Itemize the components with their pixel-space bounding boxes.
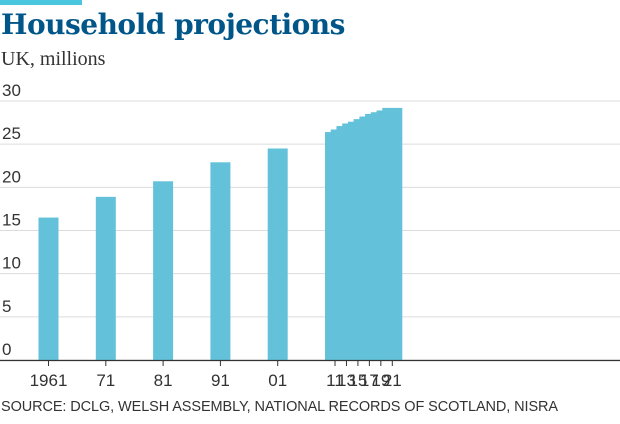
x-tick-label-71: 71 [96,371,115,390]
bar-layer [38,107,403,360]
x-tick-label-13: 13 [337,371,356,390]
y-tick-label-10: 10 [2,254,21,273]
x-tick-label-1961: 1961 [30,371,68,390]
x-tick-label-21: 21 [383,371,402,390]
x-tick-label-01: 01 [268,371,287,390]
y-tick-label-15: 15 [2,211,21,230]
y-tick-label-25: 25 [2,124,21,143]
bar-1991 [210,162,231,360]
bar-2021 [382,107,403,360]
y-tick-label-20: 20 [2,167,21,186]
x-tick-label-81: 81 [154,371,173,390]
title-accent-bar [0,0,82,5]
x-tick-label-19: 19 [371,371,390,390]
grid-layer [0,100,620,361]
y-tick-label-5: 5 [2,297,11,316]
y-tick-label-0: 0 [2,340,11,359]
y-tick-label-30: 30 [2,81,21,100]
source-note: SOURCE: DCLG, WELSH ASSEMBLY, NATIONAL R… [1,399,558,415]
bar-1971 [95,196,116,360]
x-tick-label-91: 91 [211,371,230,390]
bar-1981 [153,181,174,360]
chart-subtitle: UK, millions [1,48,106,70]
chart-title: Household projections [1,8,345,41]
x-tick-label-17: 17 [360,371,379,390]
bar-1961 [38,217,59,360]
x-tick-label-11: 11 [326,371,344,390]
bar-2001 [267,148,288,360]
x-tick-label-15: 15 [348,371,367,390]
